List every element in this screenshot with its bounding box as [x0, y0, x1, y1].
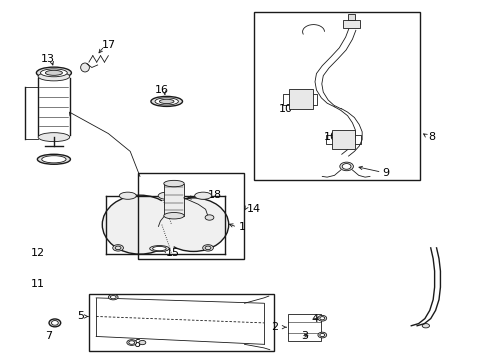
Ellipse shape [163, 180, 184, 187]
Bar [331, 130, 355, 149]
Ellipse shape [339, 162, 353, 171]
Text: 11: 11 [31, 279, 45, 289]
Ellipse shape [202, 245, 213, 251]
Ellipse shape [49, 319, 61, 327]
Ellipse shape [149, 246, 169, 252]
Text: 2: 2 [271, 322, 278, 332]
Bar [287, 314, 321, 341]
Text: 10: 10 [324, 132, 338, 142]
Text: 15: 15 [165, 248, 180, 258]
Ellipse shape [139, 341, 145, 345]
Text: 1: 1 [238, 222, 245, 232]
Ellipse shape [119, 192, 136, 199]
Ellipse shape [113, 245, 123, 251]
Text: 13: 13 [41, 54, 55, 64]
Bar [347, 14, 355, 20]
Text: 6: 6 [133, 339, 141, 348]
Ellipse shape [37, 154, 70, 164]
Ellipse shape [126, 340, 136, 345]
Ellipse shape [128, 341, 134, 344]
Bar [89, 294, 273, 351]
Text: 12: 12 [31, 248, 45, 258]
Text: 17: 17 [102, 40, 116, 50]
Ellipse shape [158, 192, 175, 199]
Ellipse shape [36, 67, 71, 78]
Ellipse shape [41, 156, 66, 163]
Ellipse shape [155, 98, 178, 105]
Ellipse shape [38, 133, 70, 141]
Text: 9: 9 [382, 168, 389, 178]
Ellipse shape [319, 333, 324, 337]
Ellipse shape [151, 96, 182, 107]
Bar [254, 12, 419, 180]
Ellipse shape [81, 63, 89, 72]
Ellipse shape [317, 315, 326, 321]
Ellipse shape [51, 320, 58, 325]
Ellipse shape [317, 332, 326, 338]
Ellipse shape [102, 195, 177, 254]
Bar [288, 89, 312, 109]
Ellipse shape [342, 163, 350, 169]
Ellipse shape [204, 215, 213, 220]
Bar [164, 184, 183, 216]
Ellipse shape [194, 192, 211, 199]
Ellipse shape [163, 212, 184, 219]
Text: 14: 14 [246, 203, 261, 213]
Ellipse shape [108, 294, 118, 300]
Text: 4: 4 [311, 314, 318, 324]
Text: 8: 8 [427, 132, 434, 142]
Ellipse shape [45, 70, 62, 75]
Ellipse shape [152, 200, 181, 249]
Text: 10: 10 [278, 104, 292, 113]
Text: 3: 3 [300, 332, 307, 342]
Text: 5: 5 [77, 311, 84, 321]
Text: 18: 18 [207, 190, 222, 200]
Ellipse shape [319, 317, 324, 320]
Ellipse shape [110, 296, 116, 299]
Ellipse shape [158, 198, 228, 251]
Ellipse shape [38, 72, 70, 81]
Ellipse shape [159, 99, 174, 104]
Ellipse shape [41, 69, 67, 77]
Bar [137, 173, 244, 258]
Ellipse shape [152, 247, 166, 251]
Ellipse shape [421, 324, 428, 328]
Text: 16: 16 [155, 85, 168, 95]
Text: 7: 7 [45, 332, 53, 342]
Bar [342, 20, 360, 28]
